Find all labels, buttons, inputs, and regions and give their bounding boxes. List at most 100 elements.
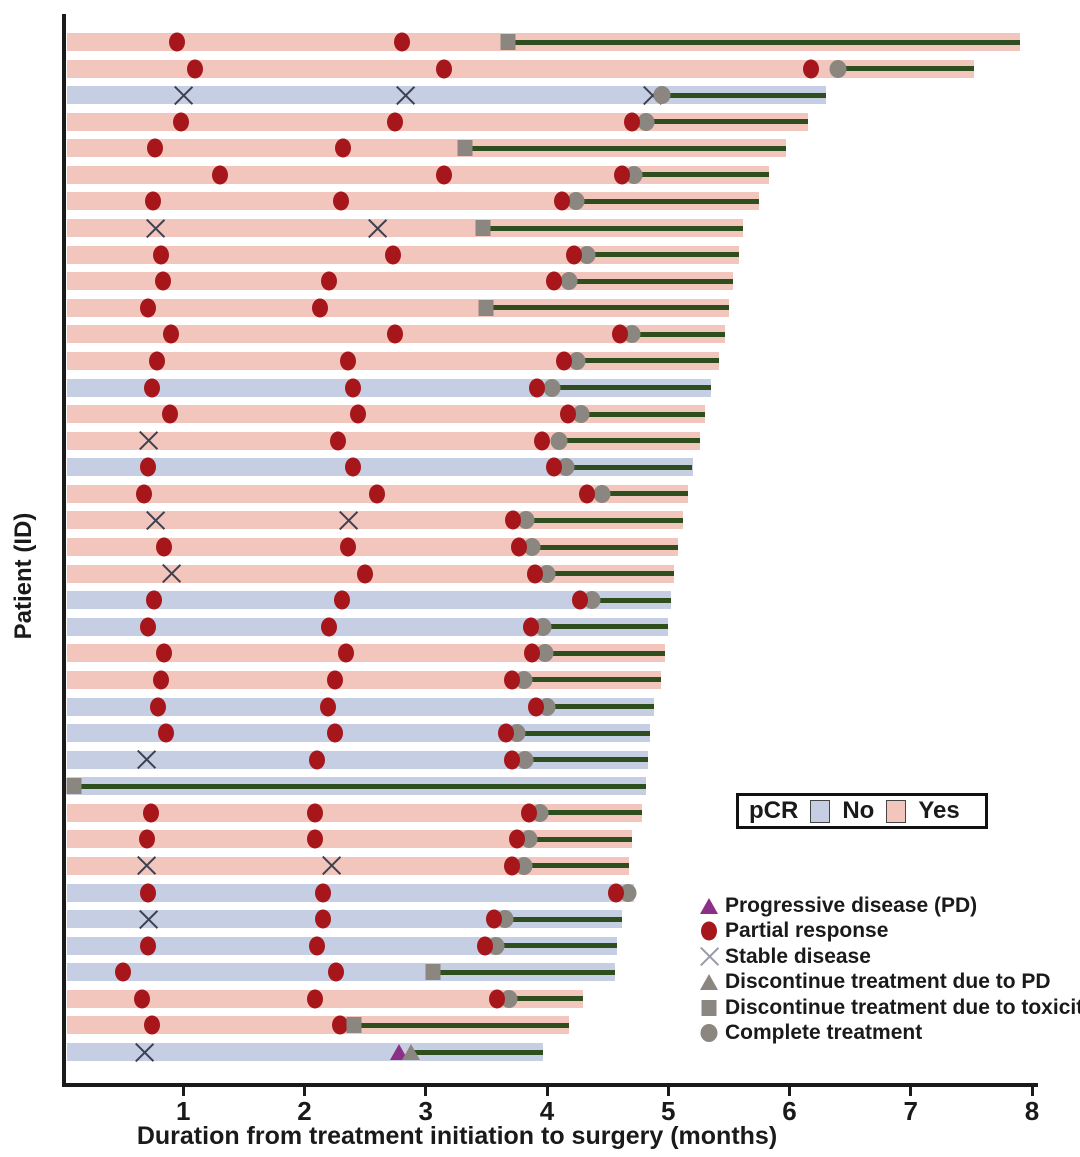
partial-response-marker: [314, 883, 331, 903]
surgery-interval-line: [576, 198, 760, 204]
patient-bar: [67, 591, 671, 610]
x-axis-title: Duration from treatment initiation to su…: [136, 1122, 778, 1150]
surgery-interval-line: [516, 730, 651, 736]
discontinue-pd-icon: [693, 969, 725, 994]
surgery-interval-line: [580, 411, 705, 417]
stable-disease-marker: [162, 564, 181, 583]
surgery-interval-line: [838, 66, 974, 72]
legend-item-discontinue-pd: Discontinue treatment due to PD: [693, 969, 1051, 994]
patient-bar: [67, 883, 635, 902]
x-tick: [909, 1087, 913, 1096]
legend-item-stable-disease: Stable disease: [693, 944, 871, 969]
surgery-interval-line: [528, 836, 632, 842]
x-tick: [303, 1087, 306, 1096]
complete-treatment-marker: [560, 272, 578, 291]
stable-disease-marker: [368, 219, 387, 238]
partial-response-marker: [497, 723, 514, 743]
partial-response-marker: [155, 643, 172, 663]
stable-disease-marker: [322, 856, 341, 875]
complete-treatment-marker: [520, 830, 538, 849]
partial-response-marker: [345, 378, 361, 398]
surgery-interval-line: [662, 92, 826, 98]
partial-response-marker: [326, 670, 343, 690]
x-tick: [545, 1087, 549, 1096]
partial-response-marker: [334, 590, 351, 610]
x-tick-label: 7: [903, 1096, 918, 1126]
patient-bar: [67, 644, 665, 663]
partial-response-marker: [331, 1015, 348, 1035]
partial-response-marker: [524, 643, 541, 663]
partial-response-marker: [337, 643, 354, 663]
surgery-interval-line: [543, 624, 669, 630]
surgery-interval-line: [411, 1049, 544, 1055]
complete-treatment-marker: [523, 538, 541, 557]
stable-disease-marker: [146, 219, 165, 238]
partial-response-marker: [553, 191, 570, 211]
x-tick-label: 6: [782, 1096, 797, 1126]
complete-treatment-marker: [637, 112, 655, 131]
surgery-interval-line: [559, 438, 700, 444]
pcr-legend: pCR No Yes: [736, 793, 988, 829]
discontinue-toxicity-marker: [425, 964, 441, 981]
stable-disease-marker: [174, 86, 193, 105]
partial-response-marker: [147, 138, 164, 158]
surgery-interval-line: [551, 385, 711, 391]
partial-response-marker: [546, 457, 563, 477]
partial-response-marker: [565, 245, 582, 265]
partial-response-marker: [314, 909, 331, 929]
surgery-interval-line: [547, 571, 675, 577]
patient-bar: [67, 192, 760, 211]
complete-treatment-marker: [517, 511, 535, 530]
pcr-yes-label: Yes: [918, 797, 960, 824]
partial-response-marker: [307, 803, 324, 823]
y-axis-line: [62, 14, 66, 1086]
partial-response-marker: [357, 564, 374, 584]
patient-bar: [67, 617, 669, 636]
partial-response-marker: [211, 165, 228, 185]
complete-treatment-marker: [619, 883, 637, 902]
partial-response-marker: [608, 883, 625, 903]
discontinue-toxicity-marker: [346, 1017, 362, 1034]
partial-response-marker: [489, 989, 506, 1009]
patient-bar: [67, 59, 974, 78]
stable-disease-icon: [693, 944, 725, 969]
complete-treatment-marker: [625, 165, 643, 184]
surgery-interval-line: [631, 331, 726, 337]
partial-response-marker: [340, 537, 357, 557]
partial-response-marker: [140, 457, 157, 477]
surgery-interval-line: [601, 491, 688, 497]
partial-response-marker: [148, 351, 165, 371]
patient-bar: [67, 165, 769, 184]
surgery-interval-line: [508, 39, 1020, 45]
complete-treatment-marker: [550, 431, 568, 450]
partial-response-marker: [140, 883, 157, 903]
stable-disease-marker: [396, 86, 415, 105]
partial-response-marker: [335, 138, 352, 158]
x-axis-line: [62, 1083, 1038, 1087]
x-tick: [424, 1087, 428, 1096]
complete-treatment-marker: [557, 458, 575, 477]
complete-treatment-marker: [567, 192, 585, 211]
partial-response-marker: [369, 484, 386, 504]
partial-response-marker: [534, 431, 551, 451]
partial-response-marker: [155, 537, 172, 557]
partial-response-marker: [328, 962, 345, 982]
surgery-interval-line: [591, 597, 671, 603]
partial-response-marker: [169, 32, 186, 52]
complete-treatment-icon: [693, 1020, 725, 1045]
partial-response-marker: [319, 697, 336, 716]
partial-response-marker: [308, 750, 325, 770]
complete-treatment-marker: [623, 325, 641, 344]
partial-response-marker: [505, 510, 522, 530]
surgery-interval-line: [566, 464, 693, 470]
surgery-interval-line: [646, 119, 808, 125]
patient-bar: [67, 803, 642, 822]
surgery-interval-line: [544, 650, 665, 656]
x-tick-label: 8: [1024, 1096, 1040, 1126]
partial-response-marker: [523, 617, 540, 637]
patient-bar: [67, 298, 729, 317]
x-tick-label: 5: [661, 1096, 676, 1126]
complete-treatment-marker: [543, 378, 561, 397]
partial-response-marker: [579, 484, 595, 504]
